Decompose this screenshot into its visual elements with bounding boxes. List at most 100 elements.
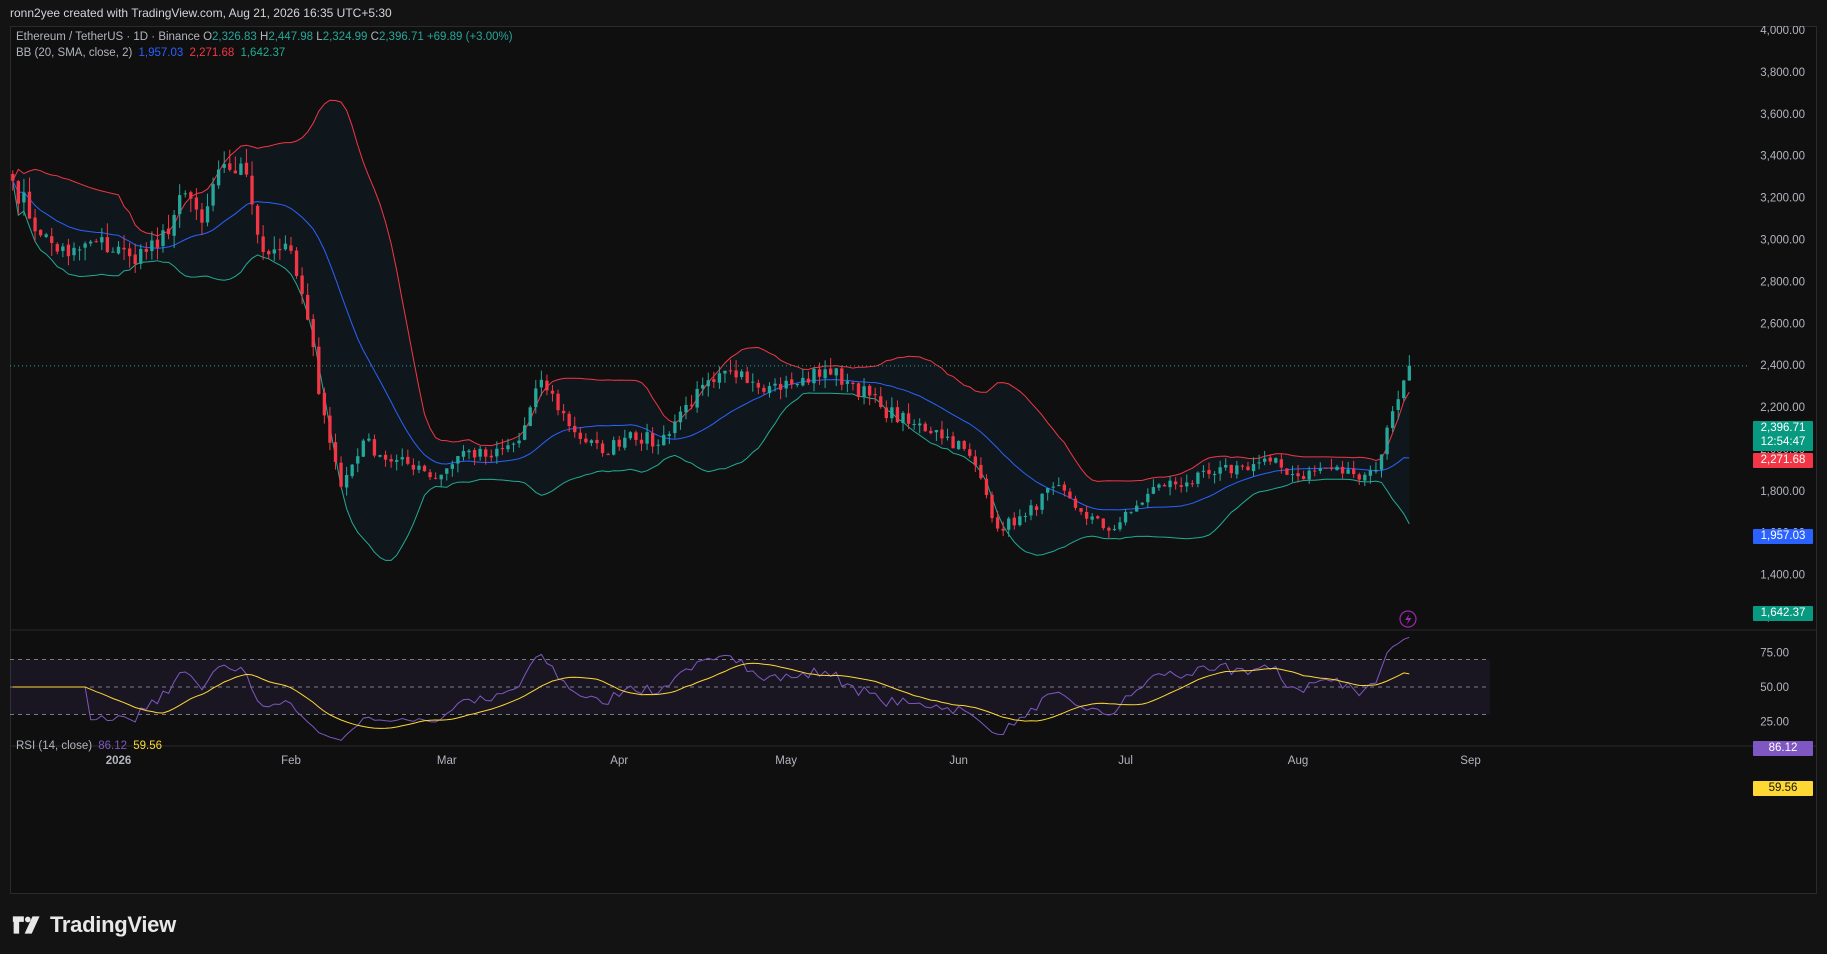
candle-body	[1079, 508, 1083, 512]
symbol-legend[interactable]: Ethereum / TetherUS · 1D · Binance O2,32…	[16, 29, 513, 45]
basis-tag: 1,957.03	[1753, 529, 1813, 544]
candle-body	[1029, 505, 1033, 516]
candle-body	[1268, 457, 1272, 462]
time-axis-label: Apr	[610, 755, 628, 767]
candle-body	[417, 465, 421, 470]
alert-bolt-ring	[1399, 610, 1417, 628]
candle-body	[166, 228, 171, 235]
candle-body	[322, 392, 327, 416]
symbol-label[interactable]: Ethereum / TetherUS · 1D · Binance	[16, 31, 200, 43]
candle-body	[111, 251, 115, 253]
candle-body	[634, 432, 638, 440]
last-price-value: 2,396.71	[1760, 422, 1806, 434]
rsi-ma-tag: 59.56	[1753, 781, 1813, 796]
rsi-label[interactable]: RSI (14, close)	[16, 740, 93, 752]
candle-body	[16, 181, 21, 204]
candle-body	[1201, 470, 1206, 472]
candle-body	[956, 441, 961, 450]
candle-body	[1340, 466, 1345, 474]
candle-body	[367, 438, 371, 441]
candle-body	[918, 423, 922, 426]
candle-body	[856, 383, 861, 398]
chart-frame[interactable]	[10, 26, 1817, 894]
bb-legend[interactable]: BB (20, SMA, close, 2) 1,957.03 2,271.68…	[16, 45, 285, 61]
low-value: 2,324.99	[322, 31, 368, 43]
candle-body	[589, 440, 594, 443]
candle-body	[567, 413, 571, 427]
candle-body	[61, 246, 65, 251]
price-axis-label: 2,600.00	[1760, 318, 1805, 330]
candle-body	[1396, 399, 1400, 410]
close-label: C	[370, 31, 379, 43]
candle-body	[1007, 518, 1011, 530]
candle-body	[762, 387, 766, 392]
bb-lower-line	[12, 180, 1410, 561]
price-axis-label: 3,000.00	[1760, 234, 1805, 246]
candle-body	[739, 371, 744, 377]
candle-body	[867, 385, 872, 396]
candle-body	[1146, 493, 1150, 503]
candle-body	[1313, 470, 1317, 472]
candle-body	[1090, 516, 1094, 520]
time-axis-label: 2026	[106, 755, 132, 767]
time-axis-label: Mar	[437, 755, 457, 767]
candle-body	[1212, 474, 1217, 476]
price-axis-label: 2,400.00	[1760, 360, 1805, 372]
rsi-tag: 86.12	[1753, 741, 1813, 756]
candle-body	[461, 451, 466, 457]
candle-body	[656, 444, 660, 446]
time-axis-label: Aug	[1288, 755, 1308, 767]
time-axis-label: Jun	[949, 755, 968, 767]
candle-body	[228, 163, 232, 170]
candle-body	[1352, 468, 1356, 475]
candle-body	[200, 209, 204, 223]
candle-body	[511, 443, 516, 445]
candle-body	[901, 412, 905, 424]
candle-body	[1379, 454, 1384, 470]
candle-body	[100, 237, 104, 243]
candle-body	[773, 383, 777, 386]
candle-body	[606, 454, 610, 456]
price-axis-label: 3,400.00	[1760, 151, 1805, 163]
candle-body	[478, 448, 482, 457]
last-price-tag: 2,396.71 12:54:47	[1753, 421, 1813, 451]
candle-body	[600, 443, 605, 454]
candle-body	[973, 456, 978, 466]
candle-body	[94, 241, 98, 243]
candle-body	[127, 248, 132, 257]
candle-body	[306, 294, 310, 320]
candle-body	[890, 407, 894, 419]
candle-body	[801, 377, 805, 386]
candle-body	[1051, 486, 1055, 488]
candle-body	[934, 430, 939, 433]
bb-label[interactable]: BB (20, SMA, close, 2)	[16, 47, 133, 59]
candle-body	[406, 456, 410, 464]
candle-body	[428, 472, 432, 478]
candle-body	[673, 421, 677, 434]
candle-body	[1012, 517, 1016, 526]
candle-body	[1112, 529, 1117, 531]
bar-countdown: 12:54:47	[1760, 436, 1806, 448]
rsi-ma-line	[12, 662, 1410, 729]
candle-body	[778, 383, 783, 390]
candle-body	[27, 191, 32, 219]
chart-canvas[interactable]: 1,200.001,400.001,600.001,800.002,000.00…	[10, 26, 1817, 894]
candle-body	[528, 407, 532, 427]
price-axis-label: 4,000.00	[1760, 26, 1805, 37]
candle-body	[1151, 487, 1156, 494]
rsi-legend[interactable]: RSI (14, close) 86.12 59.56	[16, 738, 162, 754]
candle-body	[216, 169, 221, 186]
candle-body	[144, 248, 148, 252]
candle-body	[728, 370, 733, 372]
candle-body	[484, 449, 488, 457]
candle-body	[1179, 485, 1183, 487]
open-value: 2,326.83	[212, 31, 257, 43]
candle-body	[439, 474, 443, 480]
high-value: 2,447.98	[268, 31, 314, 43]
candle-body	[667, 434, 671, 436]
candle-body	[1023, 515, 1028, 517]
tradingview-logo[interactable]: TradingView	[12, 912, 176, 938]
candle-body	[1207, 470, 1211, 474]
candle-body	[395, 460, 399, 462]
candle-body	[1390, 411, 1395, 429]
